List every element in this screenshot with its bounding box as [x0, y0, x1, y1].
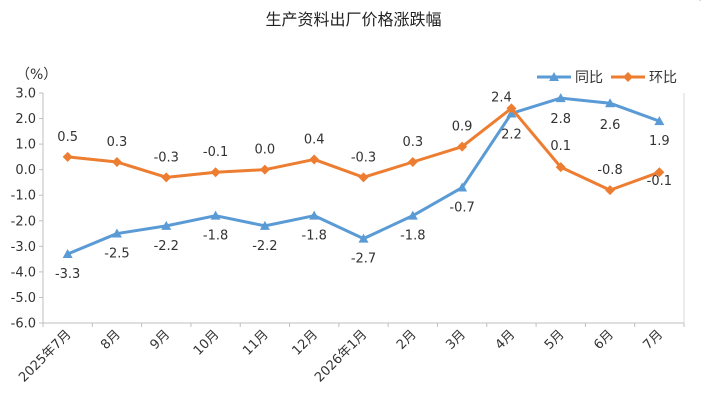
y-tick-label: -4.0: [11, 265, 36, 280]
x-tick-label: 3月: [443, 327, 469, 353]
data-point-triangle: [62, 249, 73, 258]
x-tick-label: 2月: [394, 327, 420, 353]
legend: 同比 环比: [537, 70, 677, 86]
y-axis-unit-label: （%）: [16, 67, 58, 83]
data-label: -2.7: [351, 252, 376, 267]
x-tick-label: 9月: [147, 327, 173, 353]
data-label: 0.1: [550, 139, 571, 154]
y-tick-label: -2.0: [11, 214, 36, 229]
data-label: -2.5: [104, 247, 129, 262]
data-point-diamond: [358, 172, 369, 183]
x-tick-label: 4月: [493, 327, 519, 353]
data-label: 0.3: [107, 135, 128, 150]
data-point-diamond: [62, 151, 73, 162]
data-label: 0.5: [57, 130, 78, 145]
data-point-triangle: [457, 182, 468, 192]
chart-title: 生产资料出厂价格涨跌幅: [265, 10, 442, 29]
data-point-triangle: [161, 220, 172, 230]
data-point-triangle: [555, 93, 566, 103]
y-tick-label: 2.0: [15, 112, 36, 127]
data-label: -0.1: [647, 174, 672, 189]
x-tick-label: 2026年1月: [312, 327, 370, 385]
data-label: -1.8: [302, 229, 327, 244]
data-label: -0.3: [351, 150, 376, 165]
data-label: -1.8: [400, 229, 425, 244]
data-label: -0.3: [154, 150, 179, 165]
data-point-diamond: [161, 172, 172, 183]
data-label: -0.8: [597, 163, 622, 178]
data-point-diamond: [309, 154, 320, 165]
series-mom: 0.5 0.3 -0.3 -0.1 0.0 0.4 -0.3 0.3 0.9 2.4 0.1 -0.8…: [57, 90, 672, 196]
data-point-diamond: [407, 157, 418, 167]
series-yoy: -3.3 -2.5 -2.2 -1.8 -2.2 -1.8 -2.7 -1.8 -0.7 2.2 2…: [55, 93, 670, 282]
data-label: 0.0: [255, 143, 276, 158]
y-tick-label: -5.0: [11, 291, 36, 306]
legend-marker-triangle: [549, 72, 559, 81]
data-point-triangle: [407, 210, 418, 220]
data-point-diamond: [605, 185, 616, 196]
y-tick-label: 3.0: [15, 87, 36, 102]
data-point-diamond: [210, 167, 221, 178]
x-tick-label: 12月: [290, 327, 321, 358]
y-tick-label: -6.0: [11, 317, 36, 332]
data-label: -2.2: [154, 239, 179, 254]
data-point-triangle: [654, 116, 665, 126]
y-tick-label: 1.0: [15, 138, 36, 153]
data-point-diamond: [457, 141, 468, 152]
y-tick-label: -1.0: [11, 189, 36, 204]
data-point-triangle: [111, 228, 122, 238]
data-point-diamond: [111, 157, 122, 167]
data-label: 1.9: [649, 134, 670, 149]
data-point-triangle: [259, 220, 270, 230]
data-label: 0.3: [402, 135, 423, 150]
data-point-triangle: [210, 210, 221, 220]
data-label: 2.4: [491, 90, 512, 105]
corner-mark: ': [699, 0, 702, 7]
data-label: -0.1: [203, 145, 228, 160]
x-tick-label: 6月: [591, 327, 617, 353]
data-point-triangle: [358, 233, 369, 243]
data-label: -3.3: [55, 267, 80, 282]
data-label: 2.2: [501, 127, 522, 142]
y-tick-label: 0.0: [15, 163, 36, 178]
legend-label: 同比: [575, 70, 603, 86]
data-point-diamond: [506, 103, 517, 114]
x-tick-label: 11月: [240, 327, 271, 358]
data-label: 2.6: [600, 118, 621, 133]
x-tick-label: 5月: [542, 327, 568, 353]
x-tick-label: 2025年7月: [16, 327, 74, 385]
data-label: -0.7: [449, 201, 474, 216]
data-label: -2.2: [252, 239, 277, 254]
y-tick-label: -3.0: [11, 240, 36, 255]
data-label: 0.9: [452, 120, 473, 135]
legend-label: 环比: [649, 70, 677, 86]
x-tick-label: 8月: [98, 327, 124, 353]
x-tick-label: 10月: [191, 327, 222, 358]
data-label: 0.4: [304, 132, 325, 147]
data-label: 2.8: [550, 112, 571, 127]
legend-marker-diamond: [623, 72, 633, 82]
x-tick-label: 7月: [641, 327, 667, 353]
data-point-diamond: [259, 164, 270, 175]
data-point-diamond: [555, 162, 566, 173]
data-point-diamond: [654, 167, 665, 178]
data-point-triangle: [309, 210, 320, 220]
data-point-triangle: [605, 98, 616, 108]
data-label: -1.8: [203, 229, 228, 244]
